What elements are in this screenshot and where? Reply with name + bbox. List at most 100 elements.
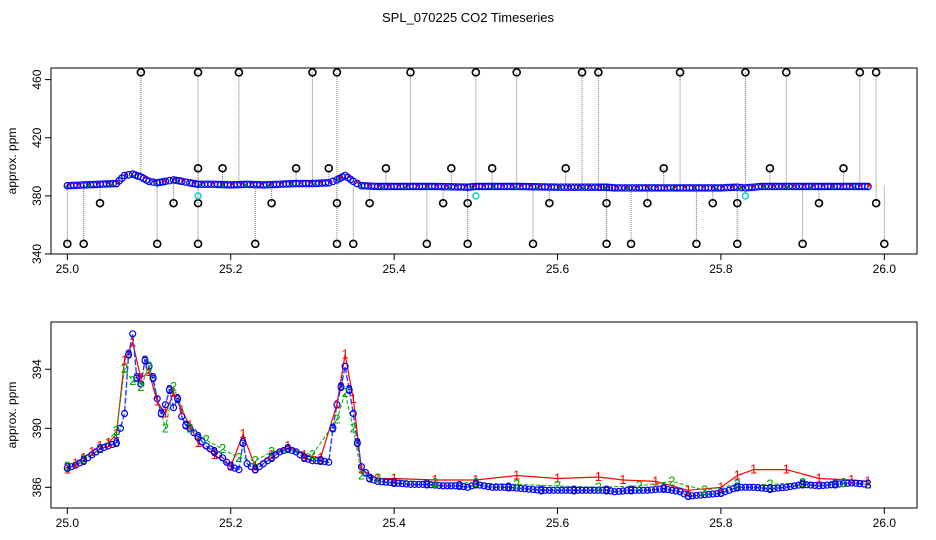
data-point [455, 482, 464, 490]
data-point [177, 177, 186, 186]
data-point [549, 486, 558, 494]
data-point [435, 481, 443, 490]
data-point [337, 383, 345, 391]
series-2-marker: 2 [219, 441, 226, 456]
series-1-marker: 1 [211, 447, 218, 462]
series-1-marker: 1 [137, 370, 144, 385]
data-point [321, 179, 330, 187]
series-1-marker: 1 [734, 468, 741, 483]
spike-point [487, 163, 497, 173]
series-2-marker: 2 [80, 451, 87, 466]
data-point [730, 183, 738, 192]
data-point [382, 478, 390, 486]
data-point [480, 482, 488, 490]
series-1-marker: 1 [301, 447, 308, 462]
series-1-marker: 1 [513, 468, 520, 483]
data-point [353, 179, 362, 188]
data-point [566, 486, 574, 494]
data-point [545, 486, 553, 494]
data-point [227, 463, 235, 471]
data-point [517, 484, 525, 493]
data-point [75, 459, 84, 467]
spike-point [447, 163, 456, 173]
series-2-marker: 2 [268, 444, 275, 459]
y-tick-label: 386 [30, 477, 44, 497]
data-point [333, 401, 341, 409]
data-point [398, 480, 406, 488]
data-point [361, 468, 370, 477]
data-point [610, 184, 619, 192]
data-point [843, 479, 852, 487]
data-point [231, 464, 239, 472]
series-1-marker: 1 [72, 456, 79, 471]
series-2-marker: 2 [235, 450, 242, 465]
spike-point [218, 163, 227, 173]
data-point [631, 486, 639, 494]
series-3-marker: 3 [133, 370, 140, 385]
series-2-marker: 2 [595, 479, 602, 494]
data-point [827, 481, 835, 489]
series-2-marker: 2 [636, 478, 643, 493]
x-tick-label: 25.4 [382, 262, 406, 276]
data-point-mark [867, 183, 871, 187]
series-1-marker: 1 [64, 462, 71, 477]
data-point [158, 178, 167, 186]
data-point [647, 486, 656, 494]
spike-point [463, 198, 472, 208]
series-3-marker: 3 [96, 441, 103, 456]
data-point [116, 424, 125, 432]
data-point [696, 491, 705, 499]
series-3-marker: 3 [472, 476, 479, 491]
series-2-marker: 2 [374, 470, 381, 485]
data-point [799, 480, 807, 488]
spike-point [332, 198, 342, 208]
data-point [153, 395, 161, 403]
data-point [218, 454, 227, 462]
data-point [607, 487, 615, 495]
data-point [112, 439, 120, 447]
series-2-marker: 2 [341, 385, 348, 400]
series-1-marker: 1 [121, 352, 128, 367]
series-3-marker: 3 [538, 482, 545, 497]
data-point [190, 429, 198, 437]
data-point [590, 486, 598, 494]
data-point [790, 482, 799, 490]
series-3-marker: 3 [660, 481, 667, 496]
series-1-marker: 1 [317, 450, 324, 465]
data-point [472, 480, 480, 488]
data-point [713, 490, 721, 498]
data-point [656, 485, 664, 493]
series-1-marker: 1 [341, 346, 348, 361]
data-point-mark [738, 187, 742, 191]
data-point [754, 484, 762, 492]
data-point [172, 176, 181, 185]
series-2-marker: 2 [554, 478, 561, 493]
spike-point [348, 239, 358, 249]
data-point [721, 488, 729, 496]
series-2-marker: 2 [186, 420, 193, 435]
data-point [288, 446, 296, 455]
series-1-marker: 1 [652, 473, 659, 488]
series-3-marker: 3 [194, 429, 201, 444]
y-axis-title: approx. ppm [5, 128, 19, 195]
spike-point [193, 239, 203, 249]
series-1-marker: 1 [358, 462, 365, 477]
series-3-marker: 3 [864, 476, 871, 491]
plot-area [63, 68, 889, 249]
spike-point [438, 198, 448, 208]
spike-point [659, 163, 669, 173]
data-point [521, 485, 529, 493]
data-point [423, 480, 431, 488]
data-point [394, 479, 402, 487]
series-2-marker: 2 [668, 473, 675, 488]
x-tick-label: 25.6 [546, 516, 570, 530]
x-tick-label: 25.8 [709, 516, 733, 530]
data-point [803, 481, 811, 489]
series-1-marker: 1 [472, 472, 479, 487]
data-point [819, 481, 827, 490]
data-point [129, 330, 137, 338]
data-point [750, 483, 758, 491]
series-2-marker: 2 [431, 475, 438, 490]
series-3-marker: 3 [766, 481, 773, 496]
series-2-marker: 2 [113, 423, 120, 438]
